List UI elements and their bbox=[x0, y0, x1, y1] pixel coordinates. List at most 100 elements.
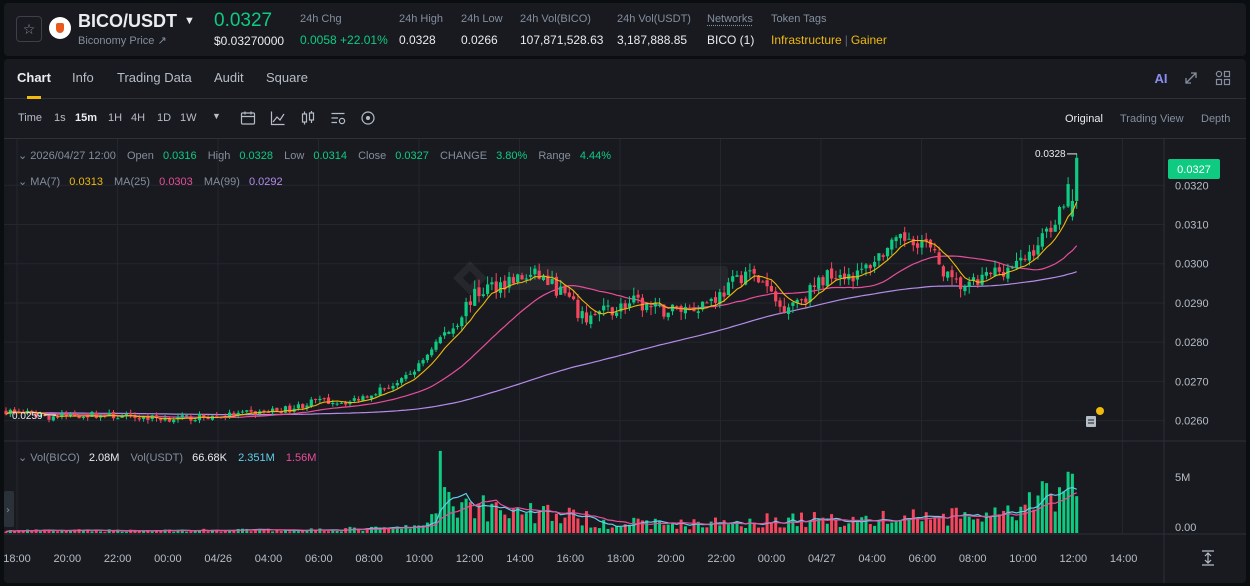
scroll-left-handle[interactable]: › bbox=[4, 491, 14, 527]
volume-bar bbox=[215, 530, 219, 533]
volume-bar bbox=[830, 514, 834, 533]
volume-bar bbox=[559, 523, 563, 533]
volume-bar bbox=[86, 529, 90, 533]
pair-dropdown-caret-icon[interactable]: ▼ bbox=[184, 15, 195, 27]
volume-bar bbox=[606, 528, 610, 533]
expand-icon[interactable] bbox=[1182, 69, 1200, 87]
tab-trading-data[interactable]: Trading Data bbox=[117, 70, 192, 85]
candle-body bbox=[266, 411, 270, 413]
tab-info[interactable]: Info bbox=[72, 70, 94, 85]
volume-bar bbox=[554, 513, 558, 533]
volume-bar bbox=[507, 518, 511, 533]
view-trading-view[interactable]: Trading View bbox=[1120, 113, 1184, 125]
volume-bar bbox=[1070, 473, 1074, 533]
volume-bar bbox=[877, 520, 881, 533]
pair-title[interactable]: BICO/USDT bbox=[78, 11, 177, 31]
layout-grid-icon[interactable] bbox=[1214, 69, 1232, 87]
interval-1d[interactable]: 1D bbox=[157, 112, 172, 124]
volume-bar bbox=[382, 527, 386, 533]
tab-square[interactable]: Square bbox=[266, 70, 308, 85]
candle-body bbox=[498, 282, 503, 293]
ticker-bar: ☆ BICO/USDT ▼ Biconomy Price ↗ 0.0327 $0… bbox=[4, 3, 1246, 56]
view-original[interactable]: Original bbox=[1065, 113, 1103, 125]
candle-body bbox=[787, 307, 791, 314]
interval-1h[interactable]: 1H bbox=[108, 112, 123, 124]
axis-scale-icon[interactable] bbox=[1202, 550, 1214, 566]
volume-bar bbox=[886, 523, 889, 533]
tag-infrastructure[interactable]: Infrastructure bbox=[771, 33, 842, 47]
candle-body bbox=[752, 268, 756, 274]
candle-body bbox=[365, 396, 369, 398]
candle-body bbox=[756, 275, 761, 283]
volume-bar bbox=[4, 531, 8, 533]
favorite-star-icon[interactable]: ☆ bbox=[16, 16, 42, 42]
volume-bar bbox=[494, 502, 498, 533]
time-axis-label: 04/26 bbox=[204, 553, 232, 565]
volume-bar bbox=[490, 503, 494, 533]
volume-bar bbox=[116, 529, 120, 533]
ma-collapse-icon[interactable]: ⌄ bbox=[18, 176, 30, 188]
candle-body bbox=[838, 275, 842, 278]
volume-bar bbox=[804, 527, 808, 533]
volume-bar bbox=[520, 514, 524, 533]
volume-bar bbox=[1036, 495, 1040, 533]
ai-icon[interactable]: AI bbox=[1154, 70, 1168, 86]
calendar-icon[interactable] bbox=[239, 109, 257, 127]
volume-bar bbox=[589, 527, 593, 533]
interval-1w[interactable]: 1W bbox=[180, 112, 197, 124]
tab-audit[interactable]: Audit bbox=[214, 70, 244, 85]
candle-body bbox=[408, 373, 412, 375]
time-axis-label: 14:00 bbox=[1110, 553, 1138, 565]
candle-body bbox=[701, 301, 705, 310]
candlestick-chart[interactable]: 0.0320 0.0310 0.0300 0.0290 0.0280 0.0270 0.02… bbox=[4, 139, 1246, 583]
candle-body bbox=[739, 275, 743, 284]
volume-bar bbox=[60, 530, 64, 533]
candle-body bbox=[537, 270, 541, 279]
volume-bar bbox=[636, 518, 640, 533]
volume-bar bbox=[253, 529, 257, 533]
interval-4h[interactable]: 4H bbox=[131, 112, 146, 124]
stat-networks[interactable]: Networks BICO (1) bbox=[707, 13, 755, 47]
candle-body bbox=[369, 395, 374, 399]
interval-dropdown-caret-icon[interactable]: ▼ bbox=[212, 111, 221, 121]
volume-bar bbox=[898, 519, 902, 533]
volume-bar bbox=[305, 530, 309, 533]
settings-icon[interactable] bbox=[329, 109, 347, 127]
volume-bar bbox=[438, 450, 442, 533]
tab-chart[interactable]: Chart bbox=[17, 70, 51, 85]
indicator-icon[interactable] bbox=[269, 109, 287, 127]
volume-bar bbox=[322, 530, 326, 533]
volume-bar bbox=[408, 528, 412, 533]
candle-type-icon[interactable] bbox=[299, 109, 317, 127]
volume-bar bbox=[443, 487, 447, 533]
candle-body bbox=[795, 299, 799, 304]
volume-bar bbox=[593, 527, 597, 533]
volume-bar bbox=[451, 506, 455, 533]
volume-bar bbox=[167, 529, 171, 533]
candle-body bbox=[146, 417, 150, 420]
volume-bar bbox=[576, 518, 580, 533]
volume-bar bbox=[546, 504, 550, 533]
price-axis-label: 0.0300 bbox=[1175, 259, 1209, 271]
tag-gainer[interactable]: Gainer bbox=[850, 33, 887, 47]
target-icon[interactable] bbox=[359, 109, 377, 127]
vol-collapse-icon[interactable]: ⌄ bbox=[18, 452, 30, 464]
candle-body bbox=[417, 363, 421, 372]
interval-15m[interactable]: 15m bbox=[75, 112, 98, 124]
candle-body bbox=[288, 405, 292, 413]
interval-time[interactable]: Time bbox=[18, 112, 43, 124]
view-depth[interactable]: Depth bbox=[1201, 113, 1231, 125]
interval-1s[interactable]: 1s bbox=[54, 112, 66, 124]
volume-bar bbox=[671, 522, 674, 533]
trade-marker-icon[interactable] bbox=[1086, 416, 1096, 427]
ma25-path bbox=[5, 245, 1078, 419]
candle-body bbox=[989, 272, 993, 275]
candle-body bbox=[696, 311, 700, 313]
candle-body bbox=[314, 398, 318, 400]
candle-body bbox=[903, 232, 907, 241]
candle-body bbox=[103, 414, 107, 417]
price-link[interactable]: Biconomy Price ↗ bbox=[78, 35, 167, 47]
alert-dot-icon[interactable] bbox=[1096, 407, 1104, 415]
candle-body bbox=[731, 276, 735, 282]
legend-collapse-icon[interactable]: ⌄ bbox=[18, 150, 30, 162]
